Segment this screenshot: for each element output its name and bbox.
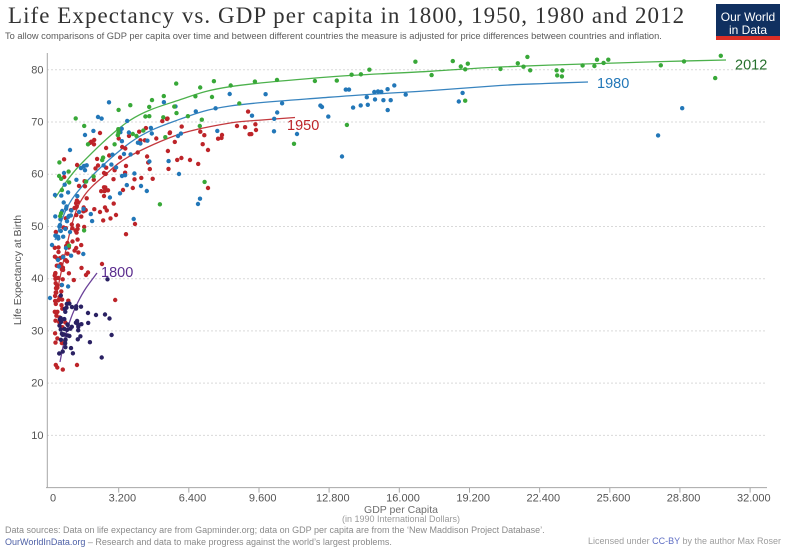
svg-text:1800: 1800 [101, 265, 133, 281]
svg-text:28.800: 28.800 [667, 493, 701, 505]
svg-text:30: 30 [31, 325, 43, 337]
svg-text:2012: 2012 [735, 58, 767, 74]
svg-text:19.200: 19.200 [456, 493, 490, 505]
svg-text:32.000: 32.000 [737, 493, 771, 505]
svg-text:22.400: 22.400 [526, 493, 560, 505]
svg-text:10: 10 [31, 430, 43, 442]
svg-text:1980: 1980 [597, 76, 629, 92]
svg-text:12.800: 12.800 [316, 493, 350, 505]
svg-text:9.600: 9.600 [249, 493, 277, 505]
svg-text:6.400: 6.400 [179, 493, 207, 505]
svg-text:(in 1990 International Dollars: (in 1990 International Dollars) [342, 514, 460, 524]
svg-text:40: 40 [31, 273, 43, 285]
svg-text:60: 60 [31, 169, 43, 181]
svg-text:80: 80 [31, 64, 43, 76]
svg-text:1950: 1950 [287, 118, 319, 134]
svg-text:20: 20 [31, 378, 43, 390]
svg-text:3.200: 3.200 [109, 493, 137, 505]
svg-text:GDP per Capita: GDP per Capita [364, 504, 438, 516]
svg-text:70: 70 [31, 117, 43, 129]
svg-text:16.000: 16.000 [386, 493, 420, 505]
svg-text:50: 50 [31, 221, 43, 233]
svg-text:Life Expectancy at Birth: Life Expectancy at Birth [12, 215, 24, 325]
svg-text:25.600: 25.600 [597, 493, 631, 505]
svg-text:0: 0 [50, 493, 56, 505]
